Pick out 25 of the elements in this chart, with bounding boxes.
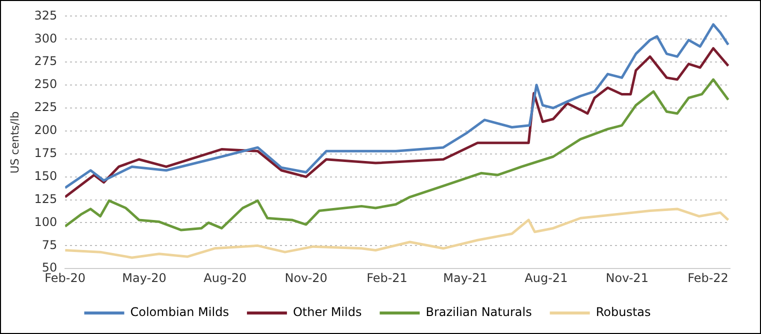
x-tick-label: Feb-20 xyxy=(44,270,86,285)
y-tick-label: 175 xyxy=(34,146,58,160)
legend-label: Brazilian Naturals xyxy=(426,305,532,320)
legend-label: Other Milds xyxy=(292,305,362,320)
y-tick-label: 325 xyxy=(34,8,58,22)
y-tick-label: 250 xyxy=(34,77,58,92)
x-tick-label: May-20 xyxy=(122,270,166,285)
x-tick-label: Aug-20 xyxy=(204,270,247,285)
legend-label: Colombian Milds xyxy=(130,305,229,320)
y-tick-label: 150 xyxy=(34,168,58,183)
y-tick-label: 200 xyxy=(34,123,58,138)
y-tick-label: 75 xyxy=(42,238,58,252)
legend-label: Robustas xyxy=(596,305,651,320)
x-tick-label: Feb-21 xyxy=(366,270,408,285)
y-tick-label: 125 xyxy=(34,192,58,206)
x-tick-label: Feb-22 xyxy=(688,270,728,285)
y-tick-label: 275 xyxy=(34,54,58,68)
x-tick-label: Nov-20 xyxy=(284,270,328,285)
y-tick-label: 100 xyxy=(34,214,58,229)
y-tick-label: 225 xyxy=(34,100,58,114)
y-axis-title: US cents/lb xyxy=(8,111,22,174)
x-tick-label: Nov-21 xyxy=(606,270,648,285)
y-tick-label: 300 xyxy=(34,31,58,46)
x-tick-label: May-21 xyxy=(443,270,488,285)
x-tick-label: Aug-21 xyxy=(524,270,568,285)
